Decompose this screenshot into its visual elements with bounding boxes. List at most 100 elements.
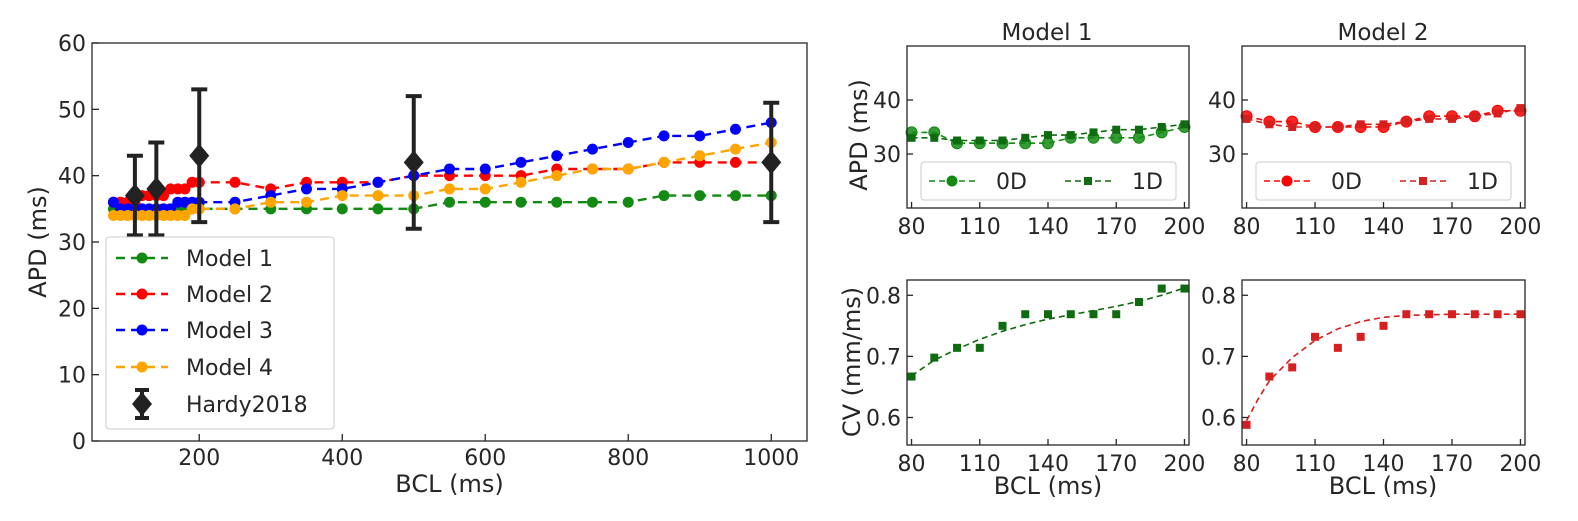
diamond-marker [403,150,424,175]
legend-label-model-4: Model 4 [186,356,273,381]
panel-cv-model-2: 80 110 140 170 200 0.6 0.7 0.8 BCL (ms) [1201,279,1541,500]
x-tick-label: 80 [898,452,926,477]
x-tick-label: 400 [321,446,363,471]
apd-model-1-legend-box [920,161,1177,201]
legend-key-marker [1281,175,1293,187]
data-point [1112,125,1121,134]
data-point [372,190,384,202]
data-point [1288,363,1297,372]
data-point [953,343,962,352]
x-tick-label: 110 [959,215,1001,240]
legend-label-model-3: Model 3 [186,319,273,344]
data-point [1157,284,1166,293]
y-tick-label: 60 [58,32,86,57]
data-point [907,372,916,381]
data-point [1265,372,1274,381]
apd-model-1-legend-0d: 0D [996,170,1027,195]
data-point [953,136,962,145]
data-point [107,196,119,208]
y-tick-label: 30 [873,143,901,168]
data-point [1311,123,1320,131]
data-point [301,196,312,208]
cv-model-1-marks [907,284,1189,381]
data-point [372,176,384,188]
data-point [658,190,670,202]
legend-label-model-2: Model 2 [186,283,273,308]
data-point [1242,114,1251,123]
x-tick-label: 1000 [743,446,799,471]
data-point [587,196,598,208]
data-point [975,343,984,352]
data-point [479,196,491,208]
y-tick-label: 40 [1208,89,1236,114]
data-point [694,130,706,142]
data-point [1044,131,1052,140]
series-model-3 [107,117,777,215]
cv-model-1-frame [906,279,1190,446]
data-point [1379,321,1388,330]
data-point [1021,310,1030,319]
x-tick-label: 80 [1233,215,1261,240]
apd-y-axis-label: APD (ms) [845,79,873,191]
data-point [1180,120,1189,129]
panel-apd-model-1: Model 1 80 110 140 170 200 30 40 APD (ms) 0D … [845,20,1205,240]
y-tick-label: 0.8 [1201,284,1236,309]
legend-key-marker [946,175,958,187]
data-point [1516,104,1525,113]
legend-label-hardy2018: Hardy2018 [186,393,308,418]
data-point [1333,343,1342,352]
x-tick-label: 80 [1233,452,1261,477]
x-tick-label: 170 [1431,215,1473,240]
panel-title-model-2: Model 2 [1337,20,1428,46]
legend-key-marker [136,288,148,300]
data-point [1066,131,1075,140]
data-point [1402,310,1411,319]
x-tick-label: 200 [1499,215,1541,240]
apd-model-2-legend: 0D 1D [1255,161,1512,201]
main-x-axis-label: BCL (ms) [395,470,503,498]
x-tick-label: 110 [1294,452,1336,477]
data-point [301,183,312,195]
data-point [1311,332,1320,341]
y-tick-label: 10 [58,364,86,389]
data-point [730,190,741,202]
series-line [1245,313,1521,421]
data-point [444,163,455,175]
series-fit [1245,313,1521,421]
x-tick-label: 200 [1499,452,1541,477]
legend-key-marker [136,324,148,336]
series-line [911,287,1185,377]
y-tick-label: 40 [873,89,901,114]
x-tick-label: 170 [1095,452,1137,477]
cv-model-1-y-ticks: 0.6 0.7 0.8 [866,284,913,432]
legend-key-marker [1084,177,1092,185]
apd-model-1-y-ticks: 30 40 [873,89,913,168]
data-point [515,156,527,168]
main-x-ticks: 200 400 600 800 1000 [178,434,799,471]
series-hardy2018 [124,87,782,238]
main-y-axis-label: APD (ms) [24,186,52,298]
apd-model-2-legend-0d: 0D [1331,170,1362,195]
series-line [113,141,772,217]
y-tick-label: 0.6 [1201,407,1236,432]
data-point [658,130,670,142]
data-point [1089,128,1098,137]
main-legend: Model 1 Model 2 Model 3 Model 4 Hardy201… [105,236,335,430]
x-tick-label: 140 [1363,452,1405,477]
data-point [587,143,598,155]
series-model-1 [107,190,777,215]
data-point [1157,123,1166,131]
data-point [622,137,634,148]
legend-label-model-1: Model 1 [186,247,273,272]
cv-model-2-marks [1242,310,1525,429]
data-point [1447,114,1456,123]
series-line [113,194,772,211]
data-point [730,123,741,135]
y-tick-label: 0.8 [866,284,901,309]
series-fit [911,287,1185,377]
cv-y-axis-label: CV (mm/ms) [838,287,866,437]
data-point [694,190,706,202]
cv-model-2-y-ticks: 0.6 0.7 0.8 [1201,284,1248,432]
x-tick-label: 200 [178,446,220,471]
